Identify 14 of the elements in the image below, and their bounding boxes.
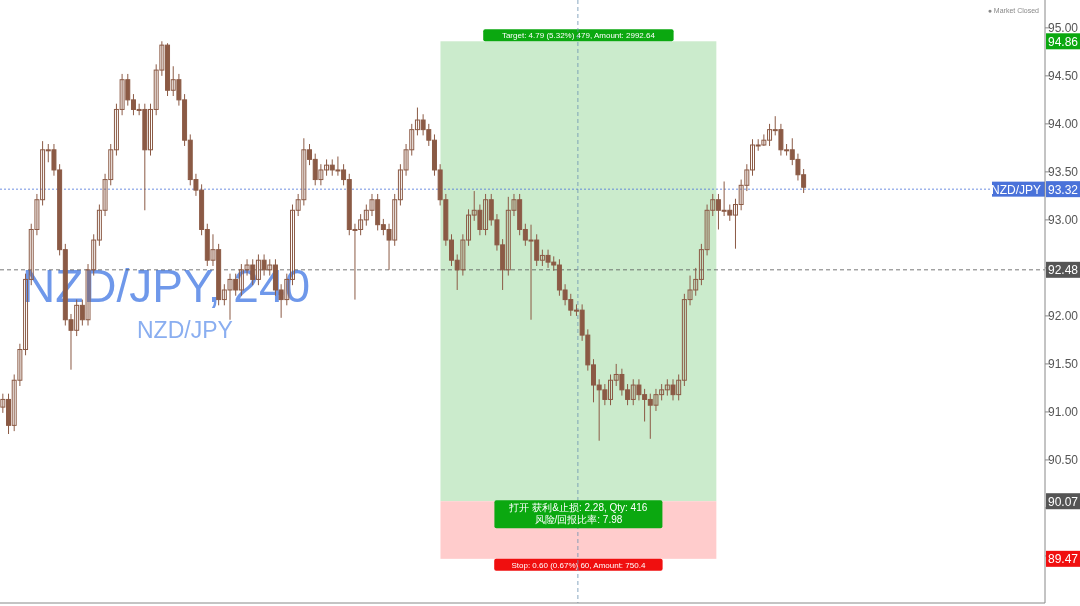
y-tick-label: 95.00 [1048,21,1079,36]
text: NZD/JPY [137,317,233,343]
ref-line-label: NZD/JPY [990,182,1041,197]
y-tick-label: 93.00 [1048,213,1079,228]
y-tick-label: 90.50 [1048,453,1079,468]
y-tick-label: 93.50 [1048,165,1079,180]
y-tick-label: 94.00 [1048,117,1079,132]
annotation: 打开 获利&止损: 2.28, Qty: 416 风险/回报比率: 7.98 [508,502,648,526]
y-tick-label: 91.00 [1048,405,1079,420]
y-tick-label: 91.50 [1048,357,1079,372]
band-label: Stop: 0.60 (0.67%) 60, Amount: 750.4 [511,560,646,570]
band-label: Target: 4.79 (5.32%) 479, Amount: 2992.64 [501,31,656,41]
y-tick-label: 94.50 [1048,69,1079,84]
y-tick-label: 92.00 [1048,309,1079,324]
